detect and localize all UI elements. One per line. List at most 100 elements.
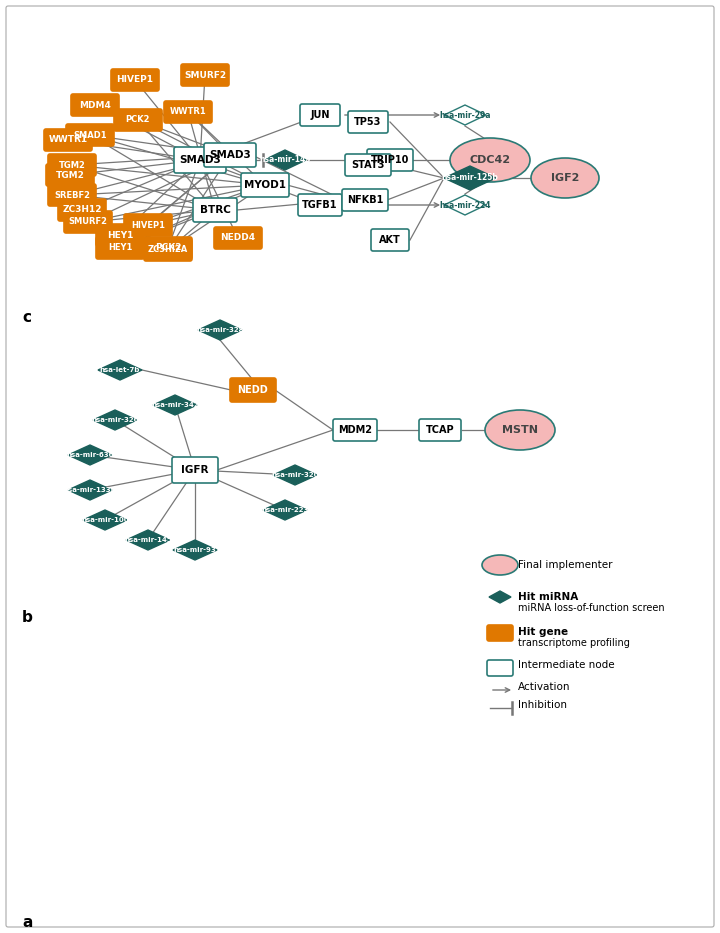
Ellipse shape [485,410,555,450]
FancyBboxPatch shape [6,6,714,927]
Text: hsa-mir-342: hsa-mir-342 [151,402,199,408]
Polygon shape [444,105,486,125]
Text: MYOD1: MYOD1 [244,180,286,190]
FancyBboxPatch shape [298,194,342,216]
Polygon shape [264,150,306,170]
Text: IGF2: IGF2 [551,173,579,183]
Text: Inhibition: Inhibition [518,700,567,710]
Polygon shape [263,500,307,520]
Text: hsa-mir-145: hsa-mir-145 [124,537,172,543]
Text: Intermediate node: Intermediate node [518,660,615,670]
FancyBboxPatch shape [96,237,144,259]
Text: Activation: Activation [518,682,570,692]
Text: NEDD4: NEDD4 [220,233,256,243]
Polygon shape [198,320,242,340]
Text: PCK2: PCK2 [126,116,150,124]
Text: hsa-mir-100: hsa-mir-100 [81,517,129,523]
Text: hsa-let-7b: hsa-let-7b [100,367,140,373]
Text: hsa-mir-29a: hsa-mir-29a [439,110,491,119]
Text: TGM2: TGM2 [58,160,86,170]
Text: STAT3: STAT3 [351,160,384,170]
Text: NEDD: NEDD [238,385,269,395]
FancyBboxPatch shape [333,419,377,441]
FancyBboxPatch shape [181,64,229,86]
Text: hsa-mir-320: hsa-mir-320 [271,472,319,478]
FancyBboxPatch shape [174,147,226,173]
Polygon shape [68,480,112,500]
Text: SMAD3: SMAD3 [209,150,251,160]
FancyBboxPatch shape [114,109,162,131]
FancyBboxPatch shape [487,625,513,641]
Polygon shape [126,530,170,550]
FancyBboxPatch shape [300,104,340,126]
Text: MDM2: MDM2 [338,425,372,435]
Text: hsa-mir-133b: hsa-mir-133b [63,487,117,493]
Text: HIVEP1: HIVEP1 [117,76,153,85]
Text: ZC3HI2A: ZC3HI2A [148,245,188,255]
Polygon shape [93,410,137,430]
Text: BTRC: BTRC [199,205,230,215]
FancyBboxPatch shape [342,189,388,211]
FancyBboxPatch shape [367,149,413,171]
Text: hsa-mir-223: hsa-mir-223 [261,507,309,513]
Text: Final implementer: Final implementer [518,560,613,570]
FancyBboxPatch shape [419,419,461,441]
FancyBboxPatch shape [164,101,212,123]
Text: a: a [22,915,32,930]
FancyBboxPatch shape [58,199,106,221]
Text: PCK2: PCK2 [155,244,181,253]
Text: hsa-mir-93: hsa-mir-93 [174,547,217,553]
Text: ZC3H12: ZC3H12 [62,205,102,215]
FancyBboxPatch shape [96,224,144,246]
FancyBboxPatch shape [124,214,172,236]
Text: SMURF2: SMURF2 [184,71,226,79]
FancyBboxPatch shape [48,184,96,206]
Text: hsa-mir-224: hsa-mir-224 [439,201,491,210]
Text: HIVEP1: HIVEP1 [131,220,165,230]
Text: hsa-mir-328: hsa-mir-328 [197,327,244,333]
Text: AKT: AKT [379,235,401,245]
FancyBboxPatch shape [111,69,159,91]
Text: hsa-mir-636: hsa-mir-636 [66,452,114,458]
FancyBboxPatch shape [172,457,218,483]
Text: TRIP10: TRIP10 [371,155,409,165]
FancyBboxPatch shape [193,198,237,222]
Text: Hit miRNA: Hit miRNA [518,592,578,602]
Ellipse shape [482,555,518,575]
FancyBboxPatch shape [371,229,409,251]
Polygon shape [173,540,217,560]
Ellipse shape [531,158,599,198]
Text: JUN: JUN [310,110,330,120]
Text: c: c [22,310,31,325]
FancyBboxPatch shape [144,237,192,259]
Text: TP53: TP53 [354,117,382,127]
Text: SMAD1: SMAD1 [73,131,107,140]
Polygon shape [83,510,127,530]
Text: SMAD3: SMAD3 [179,155,221,165]
Polygon shape [273,465,317,485]
Polygon shape [444,195,486,215]
Text: hsa-mir-145: hsa-mir-145 [259,156,311,164]
Text: miRNA loss-of-function screen: miRNA loss-of-function screen [518,603,665,613]
Text: SMURF2: SMURF2 [68,217,107,227]
FancyBboxPatch shape [230,378,276,402]
Text: hsa-mir-125b: hsa-mir-125b [441,174,498,183]
Polygon shape [153,395,197,415]
Text: MDM4: MDM4 [79,101,111,109]
Text: transcriptome profiling: transcriptome profiling [518,638,630,648]
FancyBboxPatch shape [71,94,119,116]
FancyBboxPatch shape [48,154,96,176]
FancyBboxPatch shape [44,129,92,151]
Text: Hit gene: Hit gene [518,627,568,637]
Ellipse shape [450,138,530,182]
Text: IGFR: IGFR [181,465,209,475]
Text: WWTR1: WWTR1 [170,107,207,117]
Text: MSTN: MSTN [502,425,538,435]
FancyBboxPatch shape [66,124,114,146]
Text: b: b [22,610,33,625]
FancyBboxPatch shape [144,239,192,261]
Text: WWTR1: WWTR1 [48,135,88,145]
FancyBboxPatch shape [64,211,112,233]
FancyBboxPatch shape [487,660,513,676]
FancyBboxPatch shape [46,164,94,186]
